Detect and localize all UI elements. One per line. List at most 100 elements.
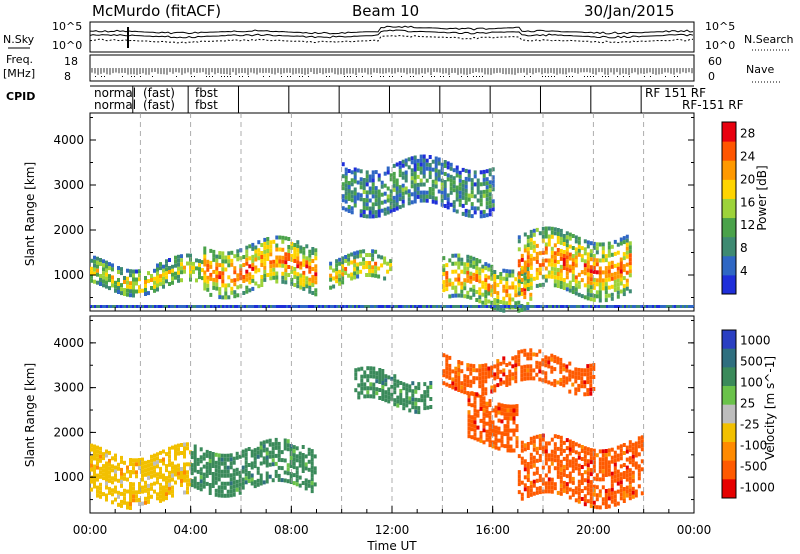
velocity-colorbar-tick: -25 [740,418,760,432]
y-tick-label: 1000 [53,470,84,484]
power-colorbar-swatch [722,198,736,219]
station-title: McMurdo (fitACF) [92,2,221,20]
cpid-normal-1: normal [94,86,136,100]
velocity-echo-region [467,391,519,453]
velocity-echo-region [354,366,433,415]
velocity-colorbar-tick: -1000 [740,481,775,495]
cpid-fbst-1: fbst [195,86,218,100]
velocity-colorbar-swatch [722,348,736,368]
velocity-colorbar-tick: 100 [740,376,763,390]
velocity-colorbar-label: Velocity [m s^-1] [763,356,777,460]
cpid-rf-2: RF-151 RF [682,98,744,112]
freq-tick-low: 8 [64,70,71,83]
velocity-colorbar-swatch [722,423,736,443]
time-axis: 00:00 04:00 08:00 12:00 16:00 20:00 00:00 [73,307,712,537]
power-echo-region [90,253,204,298]
power-colorbar-swatch [722,255,736,276]
noise-tick-high: 10^5 [52,20,82,33]
noise-tick-right-low: 10^0 [705,39,735,52]
y-tick-label: 3000 [53,178,84,192]
cpid-fast-2: (fast) [143,98,175,112]
velocity-colorbar-tick: -500 [740,460,767,474]
x-tick-label: 00:00 [73,523,108,537]
x-tick-label: 08:00 [274,523,309,537]
power-echo-region [442,253,533,313]
power-colorbar-swatch [722,236,736,257]
beam-title: Beam 10 [352,2,419,20]
power-colorbar-label: Power [dB] [755,165,769,230]
nave-tick-low: 0 [708,70,715,83]
velocity-echo-region [517,433,644,510]
power-colorbar-tick: 28 [740,126,755,140]
velocity-colorbar-tick: -100 [740,439,767,453]
x-tick-label: 12:00 [375,523,410,537]
power-echo-region [341,154,495,219]
power-colorbar-tick: 20 [740,172,755,186]
velocity-colorbar: 1000 500 100 25 -25 -100 -500 -1000 Velocity [m… [721,329,777,499]
velocity-colorbar-swatch [722,330,736,350]
power-colorbar: 4 8 12 16 20 24 28 Power [dB] [721,121,769,295]
velocity-colorbar-swatch [722,386,736,406]
time-axis-label: Time UT [366,539,417,553]
velocity-colorbar-tick: 1000 [740,334,771,348]
freq-unit-label: [MHz] [3,67,35,80]
y-tick-label: 4000 [53,336,84,350]
cpid-row: CPID normal normal (fast) (fast) fbst fb… [6,85,744,113]
y-tick-label: 2000 [53,223,84,237]
x-tick-label: 04:00 [173,523,208,537]
velocity-colorbar-swatch [722,404,736,424]
date-title: 30/Jan/2015 [584,2,675,20]
nsky-label: N.Sky [3,33,35,46]
power-echo-region [329,249,393,290]
velocity-colorbar-swatch [722,460,736,480]
velocity-colorbar-tick: 25 [740,397,755,411]
power-colorbar-swatch [722,217,736,238]
cpid-fbst-2: fbst [195,98,218,112]
nsearch-label: N.Search [744,33,794,46]
power-colorbar-swatch [722,179,736,199]
velocity-echo-marks [90,348,644,510]
cpid-label: CPID [6,90,35,103]
freq-label: Freq. [6,53,33,66]
velocity-echo-region [442,348,596,397]
velocity-panel: 1000 2000 3000 4000 Slant Range [km] [23,315,695,514]
ground-scatter-strip [90,305,694,308]
velocity-colorbar-swatch [722,479,736,499]
velocity-ylabel: Slant Range [km] [23,363,37,467]
power-colorbar-tick: 8 [740,241,748,255]
velocity-colorbar-tick: 500 [740,355,763,369]
power-colorbar-swatch [722,122,736,142]
y-tick-label: 1000 [53,268,84,282]
noise-panel: N.Sky 10^5 10^0 10^5 10^0 N.Search [3,20,794,53]
power-ylabel: Slant Range [km] [23,162,37,266]
y-tick-label: 4000 [53,133,84,147]
cpid-fast-1: (fast) [143,86,175,100]
x-tick-label: 00:00 [677,523,712,537]
velocity-colorbar-swatch [722,442,736,462]
nave-tick-high: 60 [708,55,722,68]
velocity-colorbar-swatch [722,367,736,387]
power-panel: 1000 2000 3000 4000 Slant Range [km] [23,112,695,313]
power-colorbar-swatch [722,160,736,180]
power-colorbar-tick: 4 [740,264,748,278]
x-tick-label: 16:00 [475,523,510,537]
y-tick-label: 3000 [53,381,84,395]
cpid-rf-1: RF 151 RF [645,86,706,100]
power-colorbar-swatch [722,274,736,295]
noise-tick-right-high: 10^5 [705,20,735,33]
power-echo-marks [90,154,694,313]
x-tick-label: 20:00 [576,523,611,537]
power-colorbar-tick: 12 [740,218,755,232]
freq-panel: Freq. [MHz] 18 8 60 0 Nave [3,53,780,83]
power-colorbar-tick: 24 [740,149,755,163]
velocity-echo-region [190,437,317,498]
nave-label: Nave [746,63,774,76]
power-colorbar-swatch [722,141,736,161]
power-colorbar-tick: 16 [740,195,755,209]
cpid-normal-2: normal [94,98,136,112]
freq-tick-high: 18 [64,55,78,68]
velocity-echo-region [90,442,192,510]
noise-tick-low: 10^0 [52,39,82,52]
y-tick-label: 2000 [53,425,84,439]
